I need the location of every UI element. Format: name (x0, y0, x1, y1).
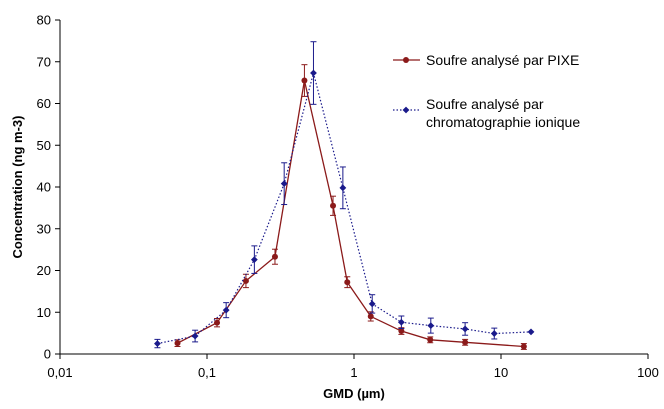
legend-label-pixe: Soufre analysé par PIXE (426, 52, 579, 68)
data-point (367, 313, 374, 320)
x-tick-label: 0,01 (47, 365, 72, 380)
x-tick-label: 100 (637, 365, 659, 380)
data-point (174, 340, 181, 347)
y-tick-label: 50 (37, 138, 51, 153)
data-point (339, 184, 347, 192)
data-point (250, 256, 258, 264)
series-0 (174, 64, 527, 350)
x-tick-label: 10 (494, 365, 508, 380)
data-point (242, 277, 249, 284)
legend-label-chromatographie: Soufre analysé par chromatographie ioniq… (426, 96, 580, 130)
data-point (310, 69, 317, 77)
axes (59, 20, 648, 355)
y-tick-label: 60 (37, 96, 51, 111)
y-axis-title: Concentration (ng m-3) (10, 116, 25, 259)
data-point (344, 279, 351, 286)
y-tick-label: 30 (37, 221, 51, 236)
x-axis-title: GMD (µm) (323, 386, 385, 401)
data-point (398, 328, 405, 335)
data-point (214, 319, 221, 326)
x-tick-label: 1 (350, 365, 357, 380)
legend-marker-chromatographie (402, 106, 410, 114)
x-ticks: 0,01 0,1 1 10 100 (47, 354, 659, 380)
y-ticks: 0 10 20 30 40 50 60 70 80 (37, 13, 60, 362)
data-point (490, 330, 498, 337)
data-point (368, 300, 376, 308)
y-tick-label: 70 (37, 54, 51, 69)
data-point (397, 318, 405, 326)
data-point (520, 343, 527, 350)
y-tick-label: 20 (37, 263, 51, 278)
data-point (427, 322, 435, 330)
series-1 (154, 41, 535, 349)
series-line (177, 80, 524, 348)
legend-marker-pixe (403, 57, 409, 63)
data-point (427, 336, 434, 343)
legend-label-chromatographie-line1: Soufre analysé par (426, 96, 544, 112)
x-tick-label: 0,1 (198, 365, 216, 380)
data-point (154, 340, 161, 347)
data-point (191, 332, 199, 340)
data-point (280, 180, 288, 188)
data-point (301, 77, 308, 84)
legend-item-chromatographie: Soufre analysé par chromatographie ioniq… (393, 96, 580, 130)
data-point (527, 328, 535, 336)
data-point (271, 253, 278, 260)
y-tick-label: 80 (37, 13, 51, 28)
legend: Soufre analysé par PIXE Soufre analysé p… (393, 52, 580, 130)
y-tick-label: 40 (37, 180, 51, 195)
y-tick-label: 0 (44, 347, 51, 362)
y-tick-label: 10 (37, 305, 51, 320)
data-point (462, 339, 469, 346)
legend-item-pixe: Soufre analysé par PIXE (393, 52, 579, 68)
legend-label-chromatographie-line2: chromatographie ionique (426, 114, 580, 130)
data-point (461, 325, 469, 333)
data-point (330, 202, 337, 209)
data-point (222, 306, 230, 314)
plot-area (154, 41, 535, 350)
